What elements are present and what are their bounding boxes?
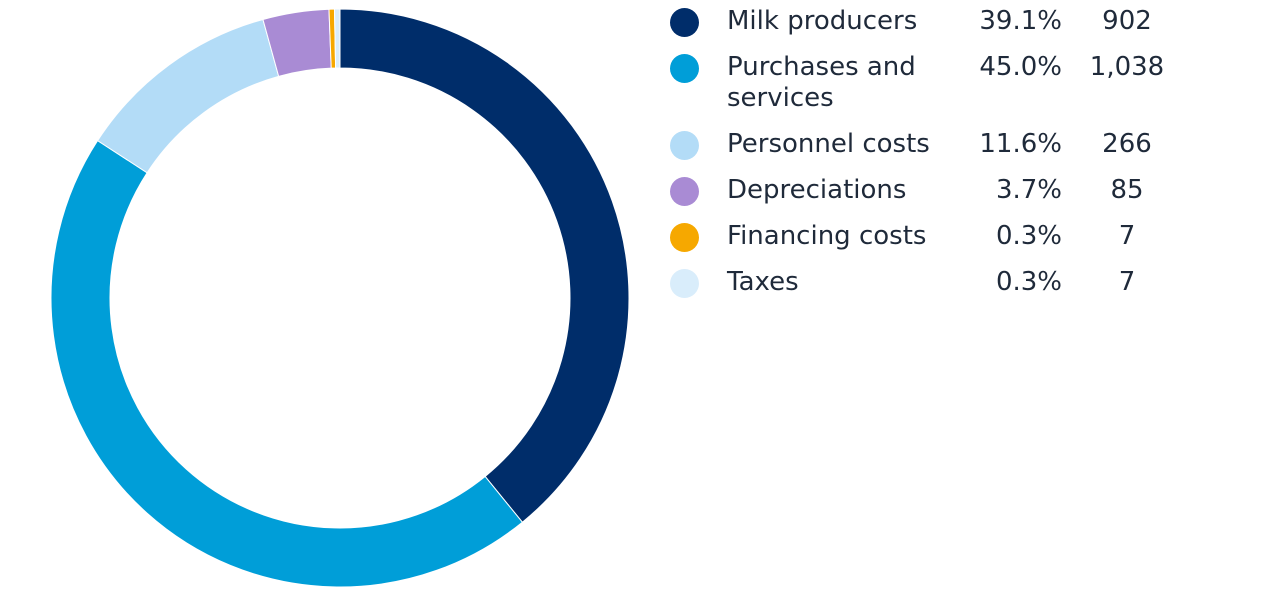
legend-swatch xyxy=(670,54,699,83)
legend-value: 1,038 xyxy=(1089,52,1165,82)
donut-chart xyxy=(50,8,630,588)
legend-label: Taxes xyxy=(727,267,799,297)
legend-swatch xyxy=(670,131,699,160)
legend-percent: 0.3% xyxy=(995,221,1062,251)
legend-item-financing-costs: Financing costs 0.3% 7 xyxy=(670,221,1270,252)
legend-swatch xyxy=(670,8,699,37)
legend-percent: 3.7% xyxy=(995,175,1062,205)
legend-value: 7 xyxy=(1118,267,1136,297)
legend-item-personnel-costs: Personnel costs 11.6% 266 xyxy=(670,129,1270,160)
legend-percent: 39.1% xyxy=(979,6,1062,36)
legend-value: 902 xyxy=(1102,6,1152,36)
legend-value: 85 xyxy=(1110,175,1144,205)
legend-label: Depreciations xyxy=(727,175,907,205)
legend-label: Financing costs xyxy=(727,221,927,251)
legend-swatch xyxy=(670,177,699,206)
slice-taxes xyxy=(333,8,341,69)
legend-item-depreciations: Depreciations 3.7% 85 xyxy=(670,175,1270,206)
legend-label: Milk producers xyxy=(727,6,918,36)
slice-purchases-and-services xyxy=(50,139,524,588)
legend: Milk producers 39.1% 902 Purchases and serv… xyxy=(670,6,1270,313)
legend-label: Personnel costs xyxy=(727,129,930,159)
slice-personnel-costs xyxy=(96,18,280,174)
legend-label: Purchases and services xyxy=(727,52,916,113)
legend-percent: 11.6% xyxy=(979,129,1062,159)
legend-swatch xyxy=(670,269,699,298)
legend-percent: 0.3% xyxy=(995,267,1062,297)
legend-value: 266 xyxy=(1102,129,1152,159)
legend-item-milk-producers: Milk producers 39.1% 902 xyxy=(670,6,1270,37)
legend-swatch xyxy=(670,223,699,252)
legend-percent: 45.0% xyxy=(979,52,1062,82)
slice-milk-producers xyxy=(339,8,630,523)
legend-item-purchases-and-services: Purchases and services 45.0% 1,038 xyxy=(670,52,1270,114)
legend-item-taxes: Taxes 0.3% 7 xyxy=(670,267,1270,298)
legend-value: 7 xyxy=(1118,221,1136,251)
